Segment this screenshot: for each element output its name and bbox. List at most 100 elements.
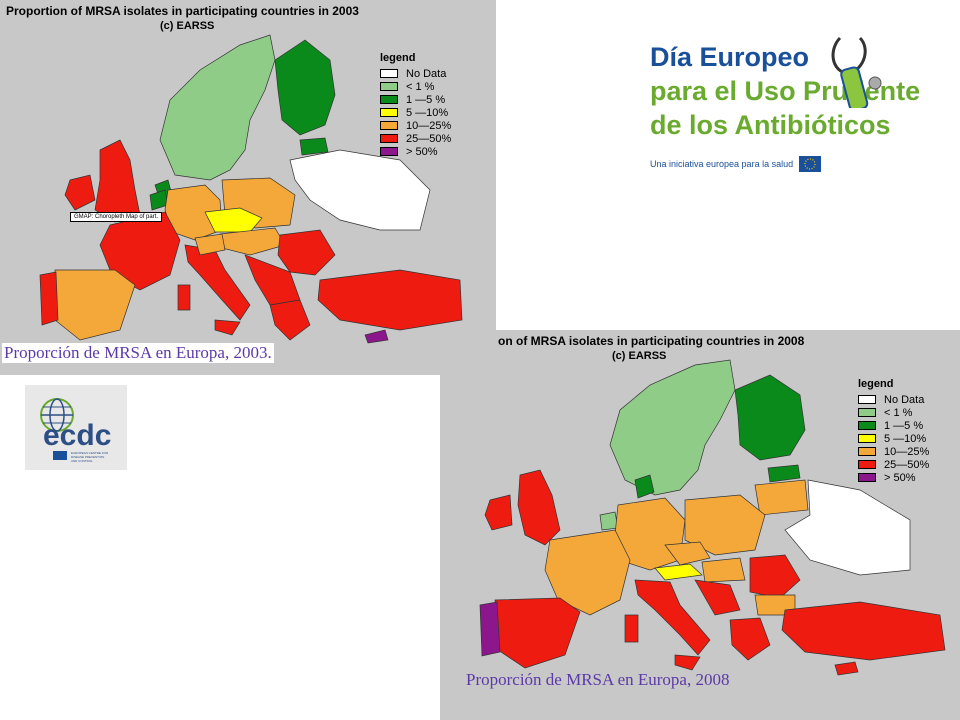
legend-label: 1 —5 % xyxy=(406,93,446,106)
legend-2003: legend No Data < 1 % 1 —5 % 5 —10% 10—25… xyxy=(380,52,451,158)
region-poland-2008 xyxy=(684,494,766,556)
legend-row: 5 —10% xyxy=(858,432,929,445)
legend-swatch xyxy=(380,134,398,143)
legend-swatch xyxy=(858,473,876,482)
legend-title: legend xyxy=(858,378,894,390)
region-austria-2003 xyxy=(194,233,226,256)
map-2003-shapes xyxy=(39,34,463,344)
eu-flag-icon xyxy=(53,451,67,460)
legend-row: 5 —10% xyxy=(380,106,451,119)
stethoscope-icon xyxy=(831,36,882,108)
region-scandinavia-2008 xyxy=(609,359,736,496)
region-romania-2003 xyxy=(277,229,336,276)
legend-swatch xyxy=(380,121,398,130)
legend-2008: legend No Data < 1 % 1 —5 % 5 —10% 10—25… xyxy=(858,378,929,484)
caption-2003: Proporción de MRSA en Europa, 2003. xyxy=(2,343,274,363)
map-2008-title: on of MRSA isolates in participating cou… xyxy=(498,334,805,348)
map-2008-subtitle: (c) EARSS xyxy=(612,350,667,362)
map-2008-panel: on of MRSA isolates in participating cou… xyxy=(440,330,960,720)
region-sicily-2003 xyxy=(214,319,241,336)
legend-row: 1 —5 % xyxy=(858,419,929,432)
legend-swatch xyxy=(380,95,398,104)
region-italy-2003 xyxy=(184,244,251,321)
legend-row: 1 —5 % xyxy=(380,93,451,106)
region-spain-2003 xyxy=(54,269,136,341)
region-czech-2003 xyxy=(204,207,263,233)
promo-tagline-row: Una iniciativa europea para la salud xyxy=(650,156,950,172)
region-cyprus-2008 xyxy=(834,661,859,676)
legend-label: 5 —10% xyxy=(884,432,927,445)
region-sardinia-2008 xyxy=(624,614,639,643)
region-turkey-2008 xyxy=(781,601,946,661)
region-france-2003 xyxy=(99,211,181,291)
region-east-nodata-2003 xyxy=(289,149,431,231)
map-2003-title: Proportion of MRSA isolates in participa… xyxy=(6,4,359,18)
promo-line-3: de los Antibióticos xyxy=(650,110,891,140)
region-austria-2008 xyxy=(654,563,703,581)
legend-row: 10—25% xyxy=(858,445,929,458)
legend-row: < 1 % xyxy=(858,406,929,419)
region-ireland-2008 xyxy=(484,494,513,531)
map-2008-shapes xyxy=(479,359,946,676)
legend-label: > 50% xyxy=(406,145,438,158)
legend-row: 25—50% xyxy=(858,458,929,471)
legend-label: No Data xyxy=(406,67,447,80)
legend-swatch xyxy=(858,408,876,417)
region-france-2008 xyxy=(544,529,631,616)
map-2003-tooltip: GMAP: Choropleth Map of part. xyxy=(70,212,163,222)
promo-line-1: Día Europeo xyxy=(650,42,810,72)
legend-row: 10—25% xyxy=(380,119,451,132)
region-denmark-2008 xyxy=(634,474,655,499)
legend-label: 5 —10% xyxy=(406,106,449,119)
region-sicily-2008 xyxy=(674,654,701,671)
region-greece-2008 xyxy=(729,617,771,661)
region-ireland-2003 xyxy=(64,174,96,211)
region-portugal-2003 xyxy=(39,271,59,326)
legend-label: 10—25% xyxy=(406,119,452,132)
region-romania-2008 xyxy=(749,554,801,599)
legend-swatch xyxy=(858,434,876,443)
region-sardinia-2003 xyxy=(177,284,191,311)
legend-swatch xyxy=(858,395,876,404)
legend-label: < 1 % xyxy=(406,80,435,93)
legend-swatch xyxy=(858,421,876,430)
legend-label: No Data xyxy=(884,393,925,406)
region-italy-2008 xyxy=(634,579,711,656)
region-portugal-2008 xyxy=(479,601,501,657)
map-2003-panel: Proportion of MRSA isolates in participa… xyxy=(0,0,496,375)
legend-row: No Data xyxy=(858,393,929,406)
legend-label: 10—25% xyxy=(884,445,930,458)
region-netherlands-2008 xyxy=(599,511,619,531)
legend-row: 25—50% xyxy=(380,132,451,145)
region-spain-2008 xyxy=(494,597,581,669)
ecdc-logo: ecdc EUROPEAN CENTRE FOR DISEASE PREVENT… xyxy=(25,385,127,470)
eu-flag-icon xyxy=(799,156,822,172)
globe-icon xyxy=(40,398,74,432)
legend-row: No Data xyxy=(380,67,451,80)
ecdc-small-text: EUROPEAN CENTRE FOR DISEASE PREVENTION A… xyxy=(71,451,109,463)
legend-row: < 1 % xyxy=(380,80,451,93)
region-turkey-2003 xyxy=(317,269,463,331)
region-hungary-2008 xyxy=(701,557,746,583)
legend-swatch xyxy=(858,447,876,456)
region-uk-2003 xyxy=(94,139,141,223)
region-scandinavia-2003 xyxy=(159,34,276,181)
legend-label: > 50% xyxy=(884,471,916,484)
legend-swatch xyxy=(380,69,398,78)
promo-logo: Día Europeo para el Uso Prudente de los … xyxy=(650,36,950,240)
region-baltics-2008 xyxy=(754,479,809,516)
region-estonia-2008 xyxy=(767,464,801,483)
legend-label: 1 —5 % xyxy=(884,419,924,432)
region-finland-2008 xyxy=(734,374,806,461)
legend-label: 25—50% xyxy=(406,132,452,145)
region-croatia-2008 xyxy=(694,579,741,616)
region-cyprus-2003 xyxy=(364,329,389,344)
legend-swatch xyxy=(380,108,398,117)
region-uk-2008 xyxy=(517,469,561,546)
legend-swatch xyxy=(380,82,398,91)
caption-2008: Proporción de MRSA en Europa, 2008 xyxy=(466,670,730,689)
promo-line-2: para el Uso Prudente xyxy=(650,76,921,106)
region-greece-2003 xyxy=(269,299,311,341)
region-czech-2008 xyxy=(664,541,711,566)
legend-row: > 50% xyxy=(380,145,451,158)
